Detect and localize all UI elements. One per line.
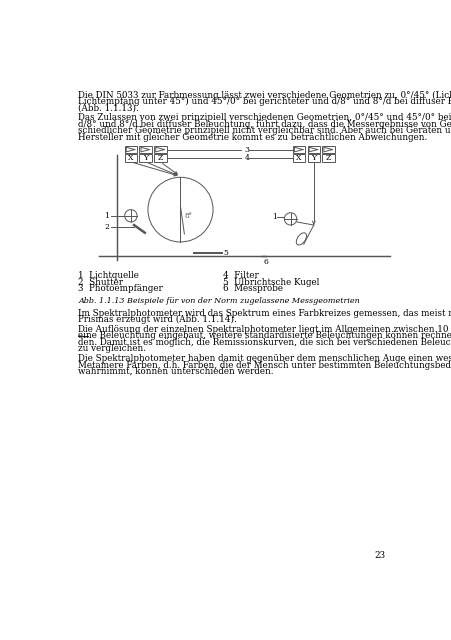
Text: (Abb. 1.1.13).: (Abb. 1.1.13).: [78, 104, 138, 113]
Text: Die DIN 5033 zur Farbmessung lässt zwei verschiedene Geometrien zu, 0°/45° (Lich: Die DIN 5033 zur Farbmessung lässt zwei …: [78, 91, 451, 100]
Text: 5  Ulbrichtsche Kugel: 5 Ulbrichtsche Kugel: [223, 278, 319, 287]
Text: Die Spektralphotometer haben damit gegenüber dem menschlichen Auge einen wesentl: Die Spektralphotometer haben damit gegen…: [78, 354, 451, 363]
Bar: [139, 146, 152, 154]
Text: X: X: [128, 154, 133, 162]
Text: Y: Y: [311, 154, 316, 162]
Text: Die Auflösung der einzelnen Spektralphotometer liegt im Allgemeinen zwischen 10 : Die Auflösung der einzelnen Spektralphot…: [78, 324, 451, 333]
Text: 1  Lichtquelle: 1 Lichtquelle: [78, 271, 139, 280]
Text: Z: Z: [325, 154, 331, 162]
Text: Im Spektralphotometer wird das Spektrum eines Farbkreizes gemessen, das meist mi: Im Spektralphotometer wird das Spektrum …: [78, 308, 451, 317]
Bar: [292, 154, 304, 162]
Text: Das Zulassen von zwei prinzipiell verschiedenen Geometrien, 0°/45° und 45°/0° be: Das Zulassen von zwei prinzipiell versch…: [78, 113, 451, 122]
Text: 5: 5: [223, 249, 227, 257]
Bar: [322, 146, 334, 154]
Text: 6: 6: [263, 258, 268, 266]
Bar: [292, 146, 304, 154]
Text: Y: Y: [143, 154, 148, 162]
Text: d/8° und 8°/d bei diffuser Beleuchtung, führt dazu, dass die Messergebnisse von : d/8° und 8°/d bei diffuser Beleuchtung, …: [78, 120, 451, 129]
Text: 6  Messprobe: 6 Messprobe: [223, 284, 282, 293]
Bar: [154, 146, 166, 154]
Bar: [139, 154, 152, 162]
Text: Lichtempfang unter 45°) und 45°/0° bei gerichteter und d/8° und 8°/d bei diffuse: Lichtempfang unter 45°) und 45°/0° bei g…: [78, 97, 451, 106]
Bar: [124, 154, 137, 162]
Text: Abb. 1.1.13 Beispiele für von der Norm zugelassene Messgeometrien: Abb. 1.1.13 Beispiele für von der Norm z…: [78, 297, 359, 305]
Text: X: X: [296, 154, 301, 162]
Text: Z: Z: [157, 154, 163, 162]
Text: den. Damit ist es möglich, die Remissionskurven, die sich bei verschiedenen Bele: den. Damit ist es möglich, die Remission…: [78, 338, 451, 347]
Text: wahrnimmt, können unterschieden werden.: wahrnimmt, können unterschieden werden.: [78, 367, 273, 376]
Text: 23: 23: [373, 552, 384, 561]
Text: 3: 3: [244, 145, 249, 154]
Text: Hersteller mit gleicher Geometrie kommt es zu beträchtlichen Abweichungen.: Hersteller mit gleicher Geometrie kommt …: [78, 133, 427, 142]
Text: 8°: 8°: [184, 212, 192, 220]
Text: 3  Photoempfänger: 3 Photoempfänger: [78, 284, 163, 293]
Bar: [307, 154, 319, 162]
Text: eine Beleuchtung eingebaut, weitere standardisierte Beleuchtungen können rechner: eine Beleuchtung eingebaut, weitere stan…: [78, 332, 451, 340]
Bar: [307, 146, 319, 154]
Text: Prismas erzeugt wird (Abb. 1.1.14).: Prismas erzeugt wird (Abb. 1.1.14).: [78, 315, 236, 324]
Text: 1: 1: [104, 212, 109, 220]
Text: 4  Filter: 4 Filter: [223, 271, 258, 280]
Text: Metamere Farben, d.h. Farben, die der Mensch unter bestimmten Beleuchtungsbeding: Metamere Farben, d.h. Farben, die der Me…: [78, 360, 451, 369]
Text: 2  Shutter: 2 Shutter: [78, 278, 123, 287]
Text: 1: 1: [271, 213, 276, 221]
Bar: [124, 146, 137, 154]
Text: 2: 2: [104, 223, 109, 231]
Bar: [322, 154, 334, 162]
Text: zu vergleichen.: zu vergleichen.: [78, 344, 146, 353]
Bar: [154, 154, 166, 162]
Text: 4: 4: [244, 154, 249, 162]
Text: schiedlicher Geometrie prinzipiell nicht vergleichbar sind. Aber auch bei Geräte: schiedlicher Geometrie prinzipiell nicht…: [78, 127, 451, 136]
